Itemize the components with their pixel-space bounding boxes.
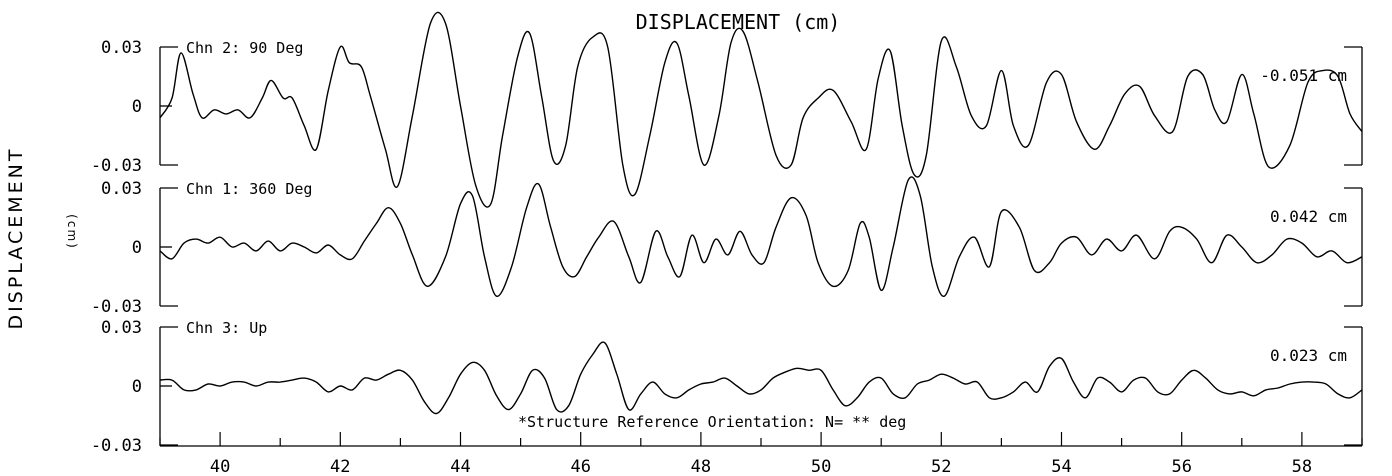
x-tick-label: 52 [931,457,951,476]
panel-right-axis [1344,327,1362,445]
x-tick-label: 46 [570,457,590,476]
channel-panel: 0.03 0 -0.03 Chn 1: 360 Deg 0.042 cm [91,177,1362,317]
y-tick-label: -0.03 [91,156,142,176]
y-axis-label: DISPLACEMENT [5,147,27,330]
channel-panel: 0.03 0 -0.03 Chn 2: 90 Deg -0.051 cm [91,12,1362,207]
channel-name: Chn 1: 360 Deg [186,180,312,198]
y-tick-label: 0.03 [101,38,142,58]
channel-name: Chn 3: Up [186,319,267,337]
y-tick-label: 0 [132,377,142,397]
y-axis-title: DISPLACEMENT [5,147,27,330]
peak-value-label: 0.042 cm [1270,207,1347,226]
y-axis-unit: (cm) [65,214,79,250]
y-tick-label: 0 [132,97,142,117]
x-axis: 40 42 44 46 48 50 52 54 56 58 [160,432,1362,476]
chart-title: DISPLACEMENT (cm) [636,10,841,34]
y-tick-label: -0.03 [91,297,142,317]
x-tick-label: 54 [1051,457,1071,476]
panel-right-axis [1344,188,1362,306]
waveform-line [160,342,1362,413]
y-tick-label: -0.03 [91,436,142,456]
x-tick-label: 40 [210,457,230,476]
x-tick-label: 58 [1292,457,1312,476]
x-tick-label: 56 [1171,457,1191,476]
y-tick-label: 0.03 [101,179,142,199]
x-tick-label: 50 [811,457,831,476]
channel-panel: 0.03 0 -0.03 Chn 3: Up 0.023 cm [91,318,1362,456]
y-tick-label: 0 [132,238,142,258]
orientation-annotation: *Structure Reference Orientation: N= ** … [518,413,906,431]
peak-value-label: 0.023 cm [1270,346,1347,365]
x-tick-label: 42 [330,457,350,476]
channel-name: Chn 2: 90 Deg [186,39,303,57]
waveform-line [160,12,1362,207]
peak-value-label: -0.051 cm [1260,66,1347,85]
waveform-line [160,177,1362,296]
y-tick-label: 0.03 [101,318,142,338]
channel-panels: 0.03 0 -0.03 Chn 2: 90 Deg -0.051 cm 0.03 0 -0.… [91,12,1362,456]
x-tick-label: 48 [691,457,711,476]
x-tick-label: 44 [450,457,470,476]
y-axis-unit-label: (cm) [65,214,79,250]
